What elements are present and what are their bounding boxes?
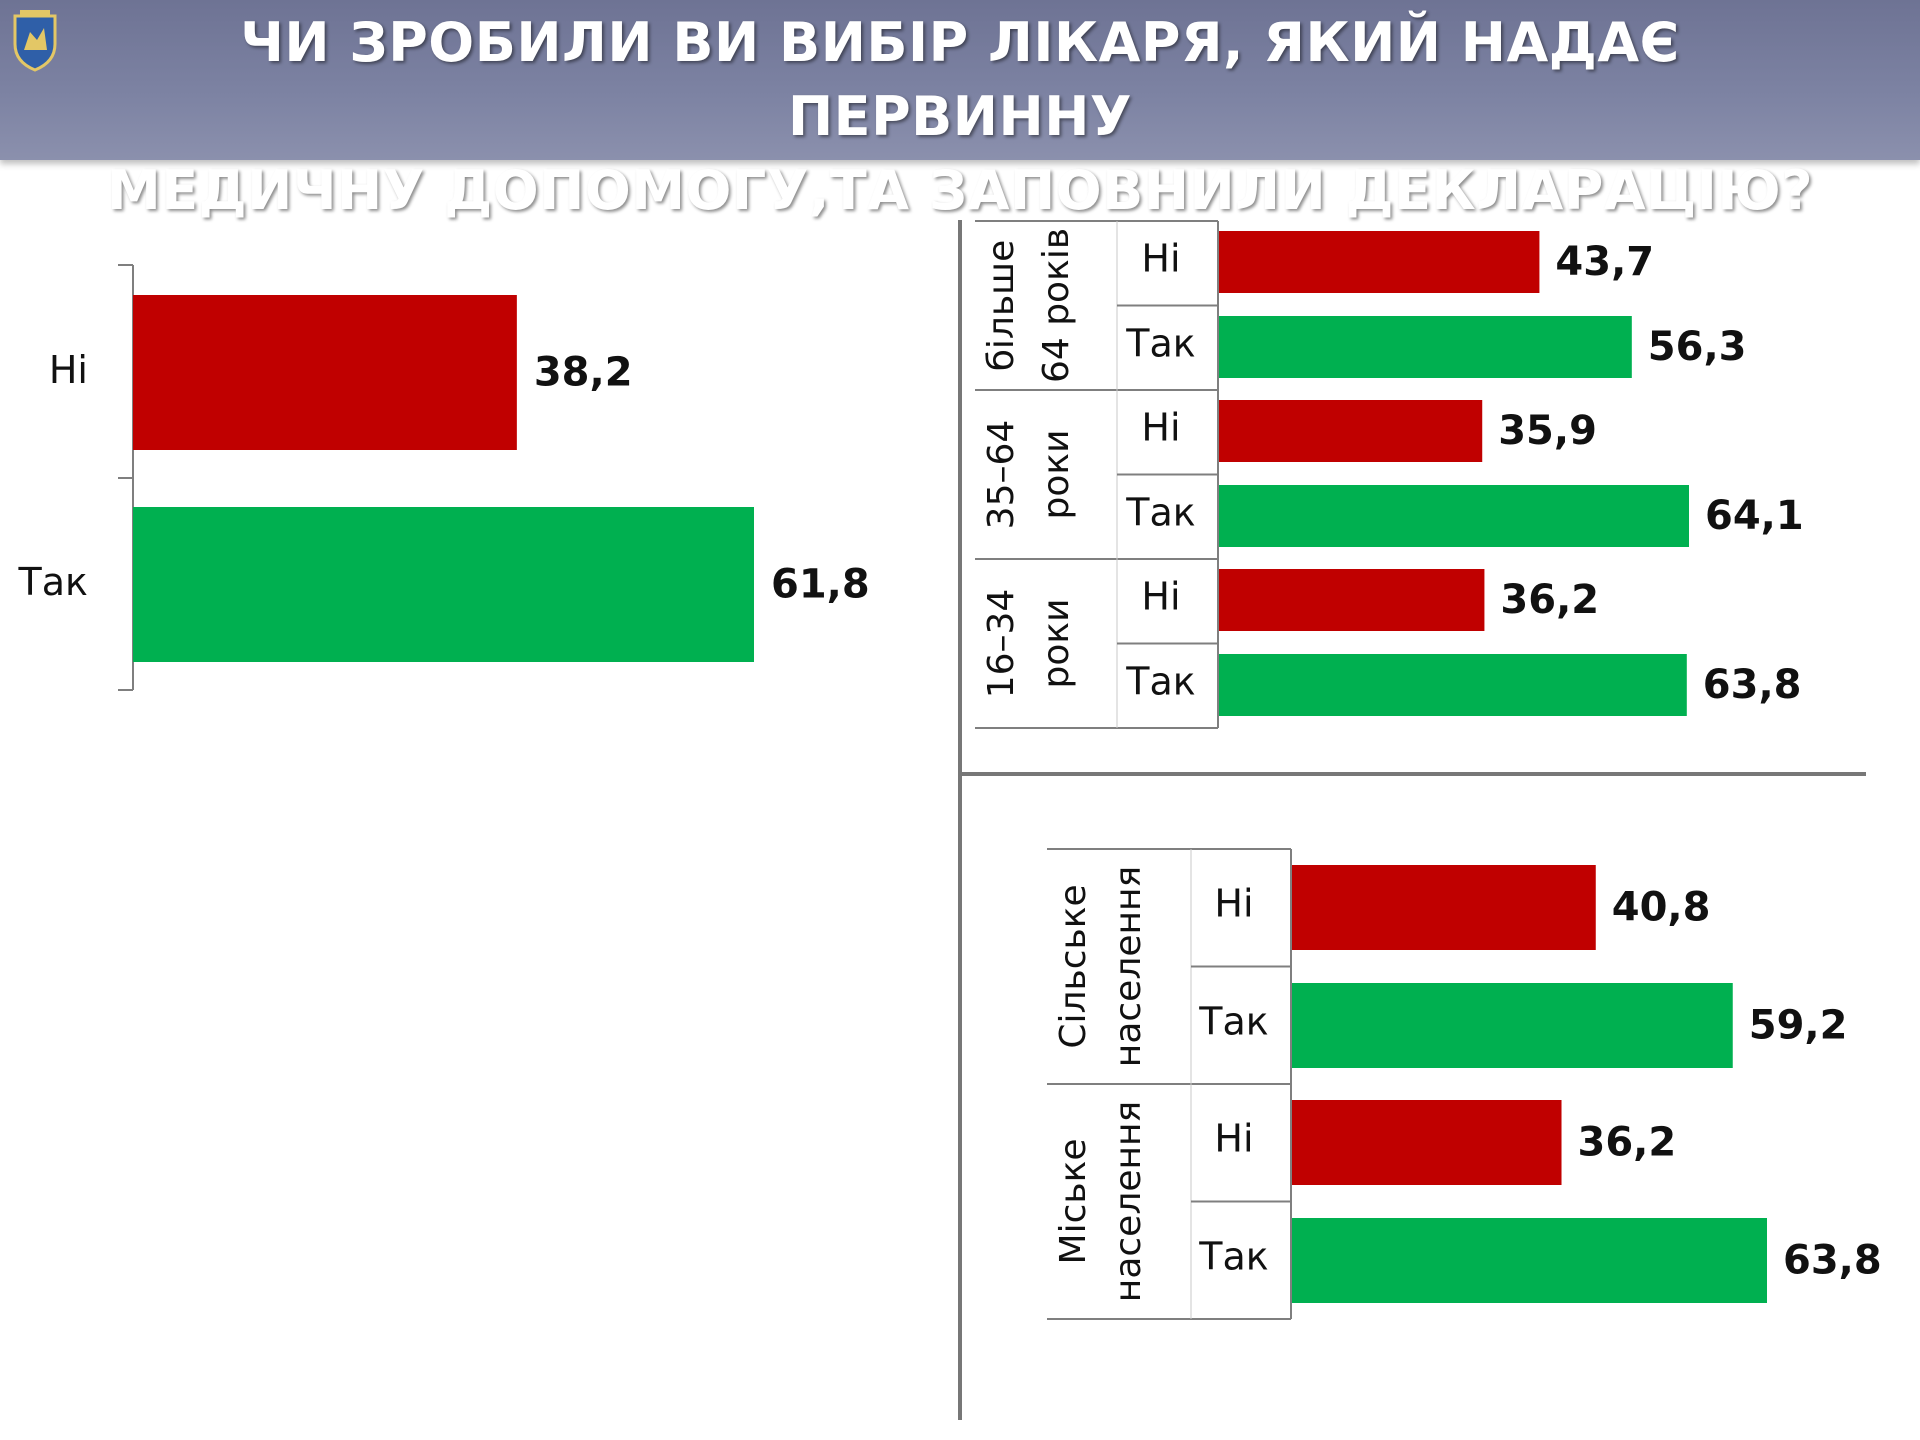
chart3-group-label: Сільське	[1053, 884, 1094, 1048]
chart1-value-label-0: 38,2	[534, 350, 633, 396]
chart2-bar	[1219, 485, 1689, 547]
chart3-bar	[1292, 1100, 1562, 1185]
chart2-group-label: роки	[1036, 429, 1077, 519]
chart3-group-label: Міське	[1053, 1139, 1094, 1265]
chart3-category-label: Ні	[1214, 882, 1253, 926]
chart2-category-label: Так	[1125, 491, 1195, 535]
chart3-value-label: 40,8	[1612, 885, 1711, 931]
chart2-value-label: 43,7	[1555, 239, 1654, 285]
chart2-group-label: 16–34	[981, 589, 1022, 699]
chart1-value-label-1: 61,8	[771, 562, 870, 608]
chart2-bar	[1219, 231, 1540, 293]
chart3-value-label: 59,2	[1749, 1003, 1848, 1049]
chart3-category-label: Ні	[1214, 1117, 1253, 1161]
chart3-bar	[1292, 983, 1733, 1068]
chart2-value-label: 64,1	[1705, 493, 1804, 539]
chart3-bar	[1292, 1218, 1767, 1303]
chart2-value-label: 35,9	[1498, 408, 1597, 454]
chart2-category-label: Ні	[1141, 237, 1180, 281]
chart2-group-label: більше	[981, 240, 1022, 372]
chart3-group-label: населення	[1108, 866, 1149, 1067]
chart3-value-label: 36,2	[1578, 1120, 1677, 1166]
page-title: ЧИ ЗРОБИЛИ ВИ ВИБІР ЛІКАРЯ, ЯКИЙ НАДАЄ П…	[60, 6, 1860, 228]
chart2-category-label: Так	[1125, 660, 1195, 704]
chart2-bar	[1219, 569, 1485, 631]
chart2-group-label: роки	[1036, 598, 1077, 688]
chart1-category-label-0: Ні	[49, 348, 88, 392]
chart3-category-label: Так	[1198, 1000, 1268, 1044]
chart2-bar	[1219, 654, 1687, 716]
chart1-bar-1	[133, 507, 754, 662]
title-line-1: ЧИ ЗРОБИЛИ ВИ ВИБІР ЛІКАРЯ, ЯКИЙ НАДАЄ П…	[240, 11, 1680, 148]
title-line-2: МЕДИЧНУ ДОПОМОГУ,ТА ЗАПОВНИЛИ ДЕКЛАРАЦІЮ…	[106, 159, 1814, 222]
chart3-bar	[1292, 865, 1596, 950]
chart2-value-label: 56,3	[1648, 324, 1747, 370]
coat-of-arms-icon	[13, 10, 57, 72]
chart2-bar	[1219, 316, 1632, 378]
chart2-category-label: Ні	[1141, 575, 1180, 619]
chart3-group-label: населення	[1108, 1101, 1149, 1302]
chart1-bar-0	[133, 295, 517, 450]
chart2-value-label: 63,8	[1703, 662, 1802, 708]
header-bar: ЧИ ЗРОБИЛИ ВИ ВИБІР ЛІКАРЯ, ЯКИЙ НАДАЄ П…	[0, 0, 1920, 222]
chart2-value-label: 36,2	[1500, 577, 1599, 623]
chart2-category-label: Так	[1125, 322, 1195, 366]
chart2-category-label: Ні	[1141, 406, 1180, 450]
chart2-group-label: 35–64	[981, 420, 1022, 530]
chart2-bar	[1219, 400, 1483, 462]
chart2-group-label: 64 років	[1036, 228, 1077, 383]
chart1-category-label-1: Так	[18, 560, 88, 604]
chart3-value-label: 63,8	[1783, 1238, 1882, 1284]
chart3-category-label: Так	[1198, 1235, 1268, 1279]
